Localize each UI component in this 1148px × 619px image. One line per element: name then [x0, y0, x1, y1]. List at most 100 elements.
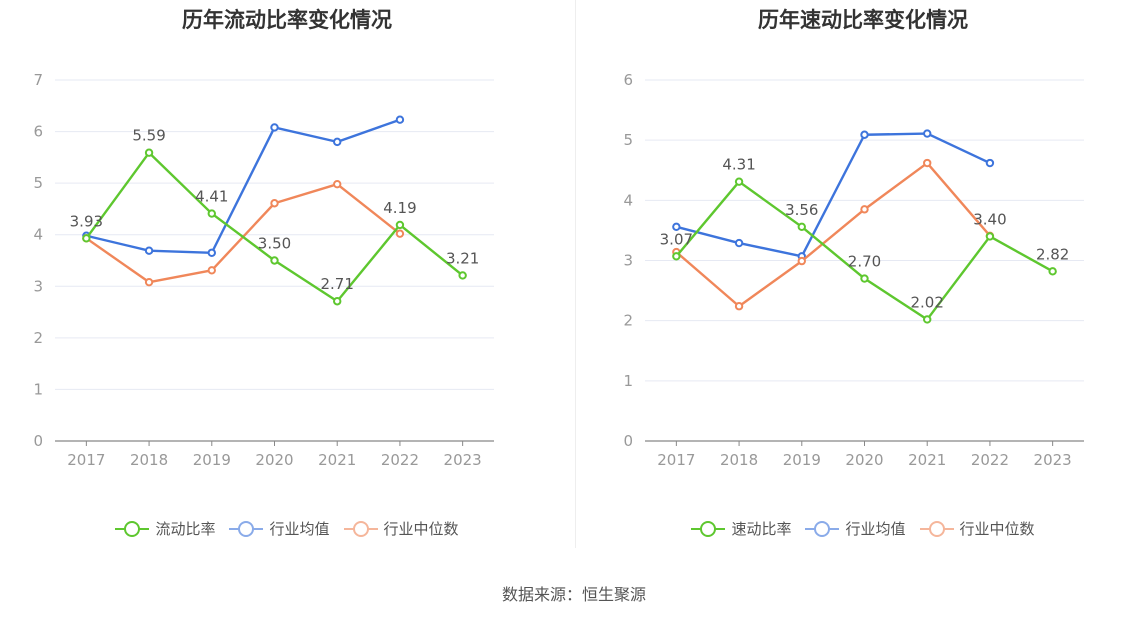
x-tick-label: 2022	[971, 451, 1009, 469]
data-source-note: 数据来源：恒生聚源	[501, 585, 646, 604]
x-tick-label: 2019	[783, 451, 821, 469]
data-point	[923, 129, 932, 138]
x-tick-label: 2018	[130, 451, 168, 469]
chart-legend: 速动比率 行业均值 行业中位数	[576, 518, 1148, 542]
data-point	[860, 274, 869, 283]
legend-dot	[124, 520, 141, 537]
data-point	[734, 177, 744, 186]
legend-line-marker-icon	[805, 520, 840, 538]
data-label: 4.41	[195, 188, 228, 206]
series-line	[676, 132, 991, 258]
quick-ratio-plot: 0 1 2 3 4 5 6 2017 2018 2019 2020 2021 2022 2023 3.07 4…	[623, 71, 1084, 469]
quick-ratio-chart-panel: 历年速动比率变化情况 0 1 2 3 4 5 6 2017 2018 2019 2020 2021 20…	[576, 0, 1148, 560]
data-label: 3.07	[660, 230, 693, 248]
y-tick-label: 0	[33, 432, 43, 450]
legend-item[interactable]: 行业中位数	[919, 518, 1035, 539]
y-tick-label: 7	[33, 71, 43, 89]
series-line	[85, 182, 401, 284]
series-line	[86, 118, 401, 254]
legend-label: 速动比率	[731, 520, 792, 538]
legend-item[interactable]: 行业均值	[805, 518, 906, 539]
y-tick-label: 2	[33, 329, 43, 347]
data-label: 3.50	[258, 235, 291, 253]
data-point	[923, 315, 932, 324]
x-tick-label: 2020	[255, 451, 293, 469]
data-point	[144, 148, 154, 157]
data-point	[860, 130, 869, 139]
data-point	[395, 220, 405, 230]
legend-line-marker-icon	[919, 520, 954, 538]
data-point	[270, 199, 279, 208]
data-label: 3.40	[973, 210, 1006, 228]
legend-label: 流动比率	[155, 520, 216, 538]
data-point	[270, 123, 279, 132]
chart-legend: 流动比率 行业均值 行业中位数	[0, 518, 574, 542]
legend-item[interactable]: 速动比率	[691, 518, 791, 539]
legend-dot	[238, 520, 255, 537]
data-label: 5.59	[132, 127, 165, 145]
y-tick-label: 6	[33, 123, 43, 141]
data-point	[797, 256, 806, 266]
x-tick-label: 2020	[845, 451, 883, 469]
data-label: 2.82	[1036, 245, 1069, 263]
data-point	[985, 232, 995, 241]
legend-dot	[814, 520, 831, 537]
y-tick-label: 3	[33, 277, 43, 295]
legend-label: 行业中位数	[959, 520, 1035, 538]
series-line	[675, 180, 1054, 321]
chart-title: 历年流动比率变化情况	[182, 8, 392, 32]
legend-line-marker-icon	[691, 520, 726, 538]
y-tick-label: 5	[623, 131, 633, 149]
data-point	[672, 222, 681, 232]
data-point	[985, 158, 995, 168]
y-tick-label: 1	[33, 380, 43, 398]
y-tick-label: 6	[623, 71, 633, 89]
y-tick-label: 4	[33, 226, 43, 244]
data-point	[395, 115, 405, 124]
data-point	[207, 209, 216, 218]
y-tick-label: 2	[623, 312, 633, 330]
legend-item[interactable]: 流动比率	[115, 518, 215, 539]
data-label: 3.93	[70, 212, 103, 230]
y-tick-label: 1	[623, 372, 633, 390]
y-tick-label: 4	[623, 191, 633, 209]
x-tick-label: 2023	[444, 451, 482, 469]
x-tick-label: 2021	[318, 451, 356, 469]
data-point	[797, 222, 806, 232]
series-line	[675, 161, 991, 308]
data-label: 2.70	[848, 253, 881, 271]
chart-title: 历年速动比率变化情况	[758, 8, 968, 32]
legend-label: 行业中位数	[383, 520, 459, 538]
y-tick-label: 3	[623, 252, 633, 270]
current-ratio-chart-panel: 历年流动比率变化情况 0 1 2 3 4 5 6 7 2017 2018 2019 2020 2021 2…	[0, 0, 574, 560]
x-tick-label: 2021	[908, 451, 946, 469]
x-tick-label: 2019	[193, 451, 231, 469]
data-point	[207, 266, 216, 275]
legend-item[interactable]: 行业均值	[229, 518, 330, 539]
data-point	[860, 205, 869, 214]
data-label: 4.31	[722, 156, 755, 174]
x-tick-label: 2017	[67, 451, 105, 469]
data-point	[144, 246, 154, 255]
current-ratio-plot: 0 1 2 3 4 5 6 7 2017 2018 2019 2020 2021 2022 2023 3.93…	[33, 71, 494, 469]
legend-label: 行业均值	[845, 520, 906, 538]
data-point	[1048, 267, 1057, 276]
data-point	[395, 229, 405, 238]
y-tick-label: 0	[623, 432, 633, 450]
legend-item[interactable]: 行业中位数	[343, 518, 459, 539]
x-tick-label: 2022	[381, 451, 419, 469]
data-point	[333, 179, 342, 189]
legend-line-marker-icon	[229, 520, 264, 538]
data-point	[270, 256, 279, 265]
legend-dot	[928, 520, 945, 537]
data-point	[458, 271, 467, 280]
data-label: 4.19	[383, 199, 416, 217]
data-label: 3.21	[446, 249, 479, 267]
panel-divider	[575, 0, 576, 548]
legend-line-marker-icon	[343, 520, 378, 538]
data-label: 2.71	[321, 275, 354, 293]
data-point	[207, 248, 216, 257]
x-tick-label: 2018	[720, 451, 758, 469]
legend-dot	[352, 520, 369, 537]
legend-line-marker-icon	[115, 520, 150, 538]
